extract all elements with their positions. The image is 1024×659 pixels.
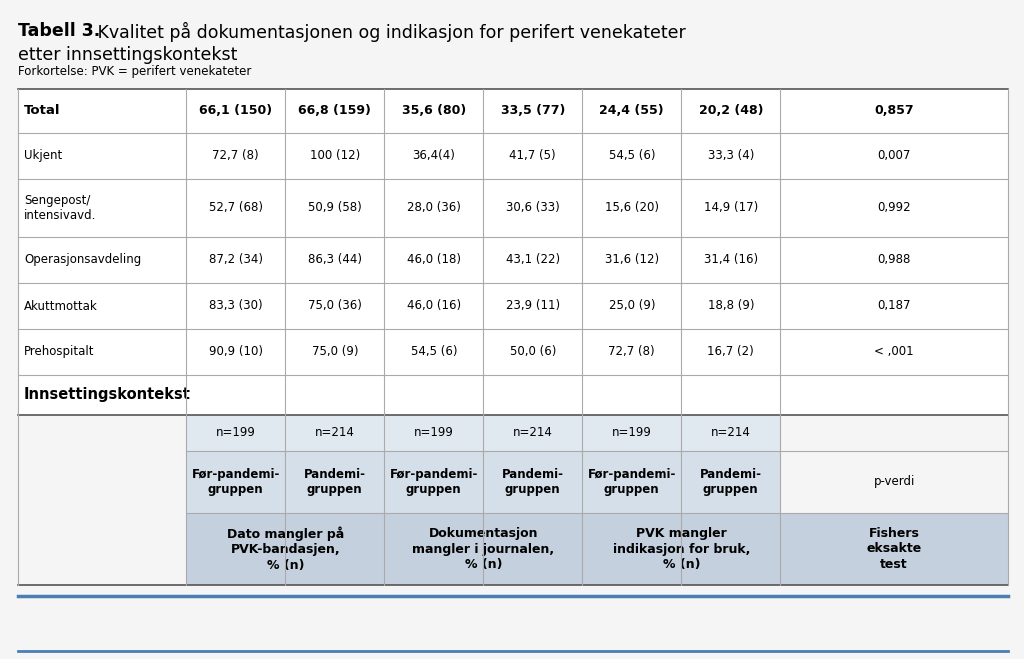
Bar (18, 89, 1008, 133)
Text: Operasjonsavdeling: Operasjonsavdeling (24, 254, 141, 266)
Text: n=214: n=214 (711, 426, 751, 440)
Bar (286, 415, 384, 451)
Bar (186, 513, 384, 585)
Text: 35,6 (80): 35,6 (80) (401, 105, 466, 117)
Text: 15,6 (20): 15,6 (20) (605, 202, 658, 214)
Bar (384, 415, 483, 451)
Text: Fishers
eksakte
test: Fishers eksakte test (866, 527, 922, 571)
Text: n=199: n=199 (414, 426, 454, 440)
Text: Før-pandemi-
gruppen: Før-pandemi- gruppen (191, 468, 280, 496)
Bar (18, 375, 1008, 415)
Text: 83,3 (30): 83,3 (30) (209, 299, 262, 312)
Text: 46,0 (18): 46,0 (18) (407, 254, 461, 266)
Text: n=199: n=199 (612, 426, 651, 440)
Text: Pandemi-
gruppen: Pandemi- gruppen (304, 468, 366, 496)
Text: 20,2 (48): 20,2 (48) (698, 105, 763, 117)
Text: 33,5 (77): 33,5 (77) (501, 105, 565, 117)
Text: Dato mangler på
PVK-bandasjen,
% (n): Dato mangler på PVK-bandasjen, % (n) (226, 527, 344, 572)
Bar (18, 237, 1008, 283)
Bar (186, 451, 286, 513)
Text: n=199: n=199 (216, 426, 256, 440)
Text: 31,6 (12): 31,6 (12) (605, 254, 658, 266)
Text: 0,007: 0,007 (878, 150, 910, 163)
Text: n=214: n=214 (314, 426, 354, 440)
Text: 90,9 (10): 90,9 (10) (209, 345, 263, 358)
Bar (681, 451, 780, 513)
Text: 18,8 (9): 18,8 (9) (708, 299, 754, 312)
Text: 50,9 (58): 50,9 (58) (308, 202, 361, 214)
Text: 66,1 (150): 66,1 (150) (200, 105, 272, 117)
Bar (186, 415, 286, 451)
Text: 52,7 (68): 52,7 (68) (209, 202, 263, 214)
Text: 0,187: 0,187 (878, 299, 911, 312)
Text: etter innsettingskontekst: etter innsettingskontekst (18, 46, 238, 64)
Bar (483, 415, 583, 451)
Text: 100 (12): 100 (12) (309, 150, 359, 163)
Text: 46,0 (16): 46,0 (16) (407, 299, 461, 312)
Text: 31,4 (16): 31,4 (16) (703, 254, 758, 266)
Bar (18, 451, 186, 513)
Text: 87,2 (34): 87,2 (34) (209, 254, 263, 266)
Text: Før-pandemi-
gruppen: Før-pandemi- gruppen (389, 468, 478, 496)
Text: 23,9 (11): 23,9 (11) (506, 299, 560, 312)
Text: < ,001: < ,001 (874, 345, 914, 358)
Text: 50,0 (6): 50,0 (6) (510, 345, 556, 358)
Bar (681, 415, 780, 451)
Bar (286, 451, 384, 513)
Text: 0,992: 0,992 (878, 202, 911, 214)
Text: Akuttmottak: Akuttmottak (24, 299, 97, 312)
Text: Sengepost/
intensivavd.: Sengepost/ intensivavd. (24, 194, 96, 222)
Text: PVK mangler
indikasjon for bruk,
% (n): PVK mangler indikasjon for bruk, % (n) (612, 527, 750, 571)
Bar (483, 451, 583, 513)
Text: 36,4(4): 36,4(4) (413, 150, 456, 163)
Text: p-verdi: p-verdi (873, 476, 914, 488)
Text: 66,8 (159): 66,8 (159) (298, 105, 372, 117)
Bar (18, 283, 1008, 329)
Text: 25,0 (9): 25,0 (9) (608, 299, 655, 312)
Text: Pandemi-
gruppen: Pandemi- gruppen (699, 468, 762, 496)
Text: 41,7 (5): 41,7 (5) (510, 150, 556, 163)
Text: 24,4 (55): 24,4 (55) (599, 105, 665, 117)
Text: 0,857: 0,857 (874, 105, 914, 117)
Text: Dokumentasjon
mangler i journalen,
% (n): Dokumentasjon mangler i journalen, % (n) (413, 527, 554, 571)
Text: Innsettingskontekst: Innsettingskontekst (24, 387, 190, 403)
Bar (384, 451, 483, 513)
Text: Kvalitet på dokumentasjonen og indikasjon for perifert venekateter: Kvalitet på dokumentasjonen og indikasjo… (92, 22, 686, 42)
Text: 14,9 (17): 14,9 (17) (703, 202, 758, 214)
Text: 72,7 (8): 72,7 (8) (213, 150, 259, 163)
Text: 54,5 (6): 54,5 (6) (411, 345, 457, 358)
Bar (18, 415, 186, 451)
Text: Tabell 3.: Tabell 3. (18, 22, 100, 40)
Bar (583, 451, 681, 513)
Text: 16,7 (2): 16,7 (2) (708, 345, 754, 358)
Bar (18, 179, 1008, 237)
Bar (583, 415, 681, 451)
Text: 28,0 (36): 28,0 (36) (407, 202, 461, 214)
Text: 86,3 (44): 86,3 (44) (308, 254, 361, 266)
Text: Pandemi-
gruppen: Pandemi- gruppen (502, 468, 564, 496)
Text: 72,7 (8): 72,7 (8) (608, 345, 655, 358)
Text: n=214: n=214 (513, 426, 553, 440)
Bar (384, 513, 583, 585)
Bar (780, 451, 1008, 513)
Text: Prehospitalt: Prehospitalt (24, 345, 94, 358)
Bar (18, 513, 186, 585)
Text: Ukjent: Ukjent (24, 150, 62, 163)
Bar (583, 513, 780, 585)
Bar (780, 513, 1008, 585)
Text: Før-pandemi-
gruppen: Før-pandemi- gruppen (588, 468, 676, 496)
Bar (18, 329, 1008, 375)
Text: 54,5 (6): 54,5 (6) (608, 150, 655, 163)
Text: Total: Total (24, 105, 60, 117)
Text: 30,6 (33): 30,6 (33) (506, 202, 560, 214)
Text: 75,0 (36): 75,0 (36) (308, 299, 361, 312)
Text: 75,0 (9): 75,0 (9) (311, 345, 358, 358)
Text: 0,988: 0,988 (878, 254, 910, 266)
Bar (780, 415, 1008, 451)
Text: 33,3 (4): 33,3 (4) (708, 150, 754, 163)
Text: 43,1 (22): 43,1 (22) (506, 254, 560, 266)
Bar (18, 133, 1008, 179)
Text: Forkortelse: PVK = perifert venekateter: Forkortelse: PVK = perifert venekateter (18, 65, 251, 78)
